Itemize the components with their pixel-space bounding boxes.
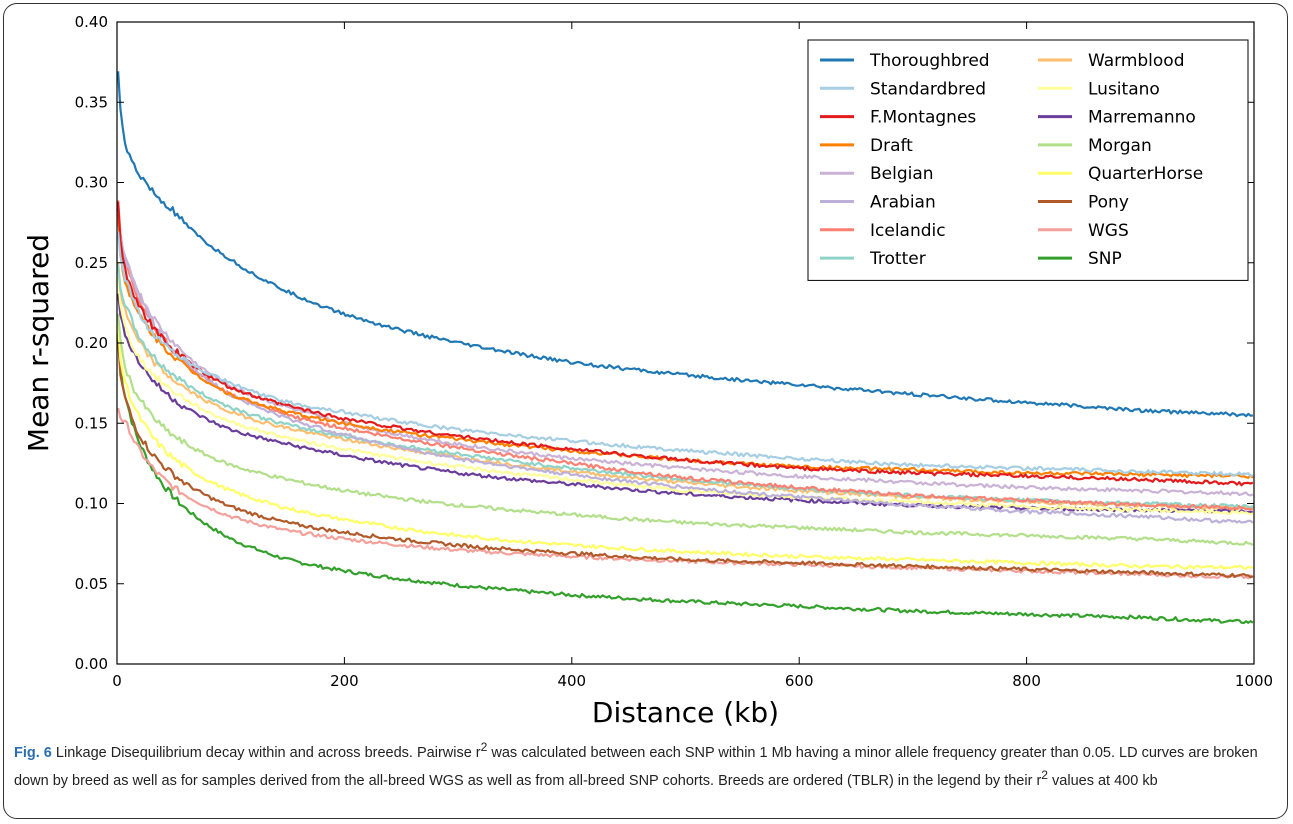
y-tick-label: 0.25 — [75, 254, 108, 272]
series-line-icelandic — [117, 200, 1253, 511]
x-tick-label: 0 — [112, 672, 122, 690]
series-line-arabian — [117, 217, 1254, 524]
legend-label-belgian: Belgian — [870, 164, 934, 184]
x-tick-label: 1000 — [1235, 672, 1273, 690]
legend-label-thoroughbred: Thoroughbred — [869, 51, 990, 71]
legend-label-lusitano: Lusitano — [1088, 79, 1160, 99]
caption-sup-2: 2 — [1041, 767, 1048, 782]
legend-label-arabian: Arabian — [870, 193, 936, 213]
legend-label-wgs: WGS — [1088, 221, 1129, 241]
legend-label-standardbred: Standardbred — [870, 79, 986, 99]
x-tick-label: 600 — [785, 672, 814, 690]
legend-label-icelandic: Icelandic — [870, 221, 946, 241]
caption-text-2: was calculated between each SNP within 1… — [14, 744, 1258, 789]
x-tick-label: 400 — [557, 672, 586, 690]
y-tick-label: 0.15 — [75, 414, 108, 432]
series-line-belgian — [117, 217, 1254, 497]
legend-label-f-montagnes: F.Montagnes — [870, 108, 976, 128]
legend-label-snp: SNP — [1088, 249, 1122, 269]
ld-decay-chart: 0 200 400 600 800 1000 0.00 0.05 0.10 0.15 0.20 0.2… — [22, 13, 1273, 729]
series-line-lusitano — [117, 276, 1254, 516]
legend-label-draft: Draft — [870, 136, 913, 156]
series-line-marremanno — [117, 293, 1254, 514]
series-line-quarterhorse — [117, 323, 1254, 570]
figure-label: Fig. 6 — [14, 744, 52, 761]
x-tick-label: 800 — [1012, 672, 1041, 690]
y-tick-label: 0.10 — [75, 495, 108, 513]
series-line-pony — [117, 339, 1254, 579]
series-line-snp — [117, 326, 1254, 625]
y-tick-label: 0.40 — [75, 13, 108, 31]
series-line-morgan — [117, 313, 1254, 547]
legend-label-warmblood: Warmblood — [1088, 51, 1185, 71]
y-tick-label: 0.20 — [75, 334, 108, 352]
y-tick-label: 0.05 — [75, 575, 108, 593]
x-tick-label: 200 — [330, 672, 359, 690]
y-tick-label: 0.30 — [75, 174, 108, 192]
legend-box — [807, 39, 1249, 281]
x-axis-label: Distance (kb) — [592, 696, 779, 729]
legend-label-pony: Pony — [1088, 193, 1129, 213]
series-line-standardbred — [117, 231, 1254, 478]
series-line-warmblood — [117, 262, 1254, 511]
figure-caption: Fig. 6 Linkage Disequilibrium decay with… — [14, 736, 1282, 792]
legend-label-marremanno: Marremanno — [1088, 108, 1196, 128]
y-tick-label: 0.35 — [75, 93, 108, 111]
y-tick-label: 0.00 — [75, 655, 108, 673]
caption-text-1: Linkage Disequilibrium decay within and … — [51, 744, 481, 761]
caption-text-3: values at 400 kb — [1048, 772, 1158, 789]
legend-label-trotter: Trotter — [869, 249, 926, 269]
series-line-trotter — [117, 264, 1254, 509]
legend-label-morgan: Morgan — [1088, 136, 1152, 156]
series-line-thoroughbred — [117, 71, 1253, 418]
legend-label-quarterhorse: QuarterHorse — [1088, 164, 1203, 184]
y-axis-label: Mean r-squared — [22, 234, 55, 452]
caption-sup-1: 2 — [480, 740, 488, 754]
series-line-f-montagnes — [117, 201, 1254, 487]
